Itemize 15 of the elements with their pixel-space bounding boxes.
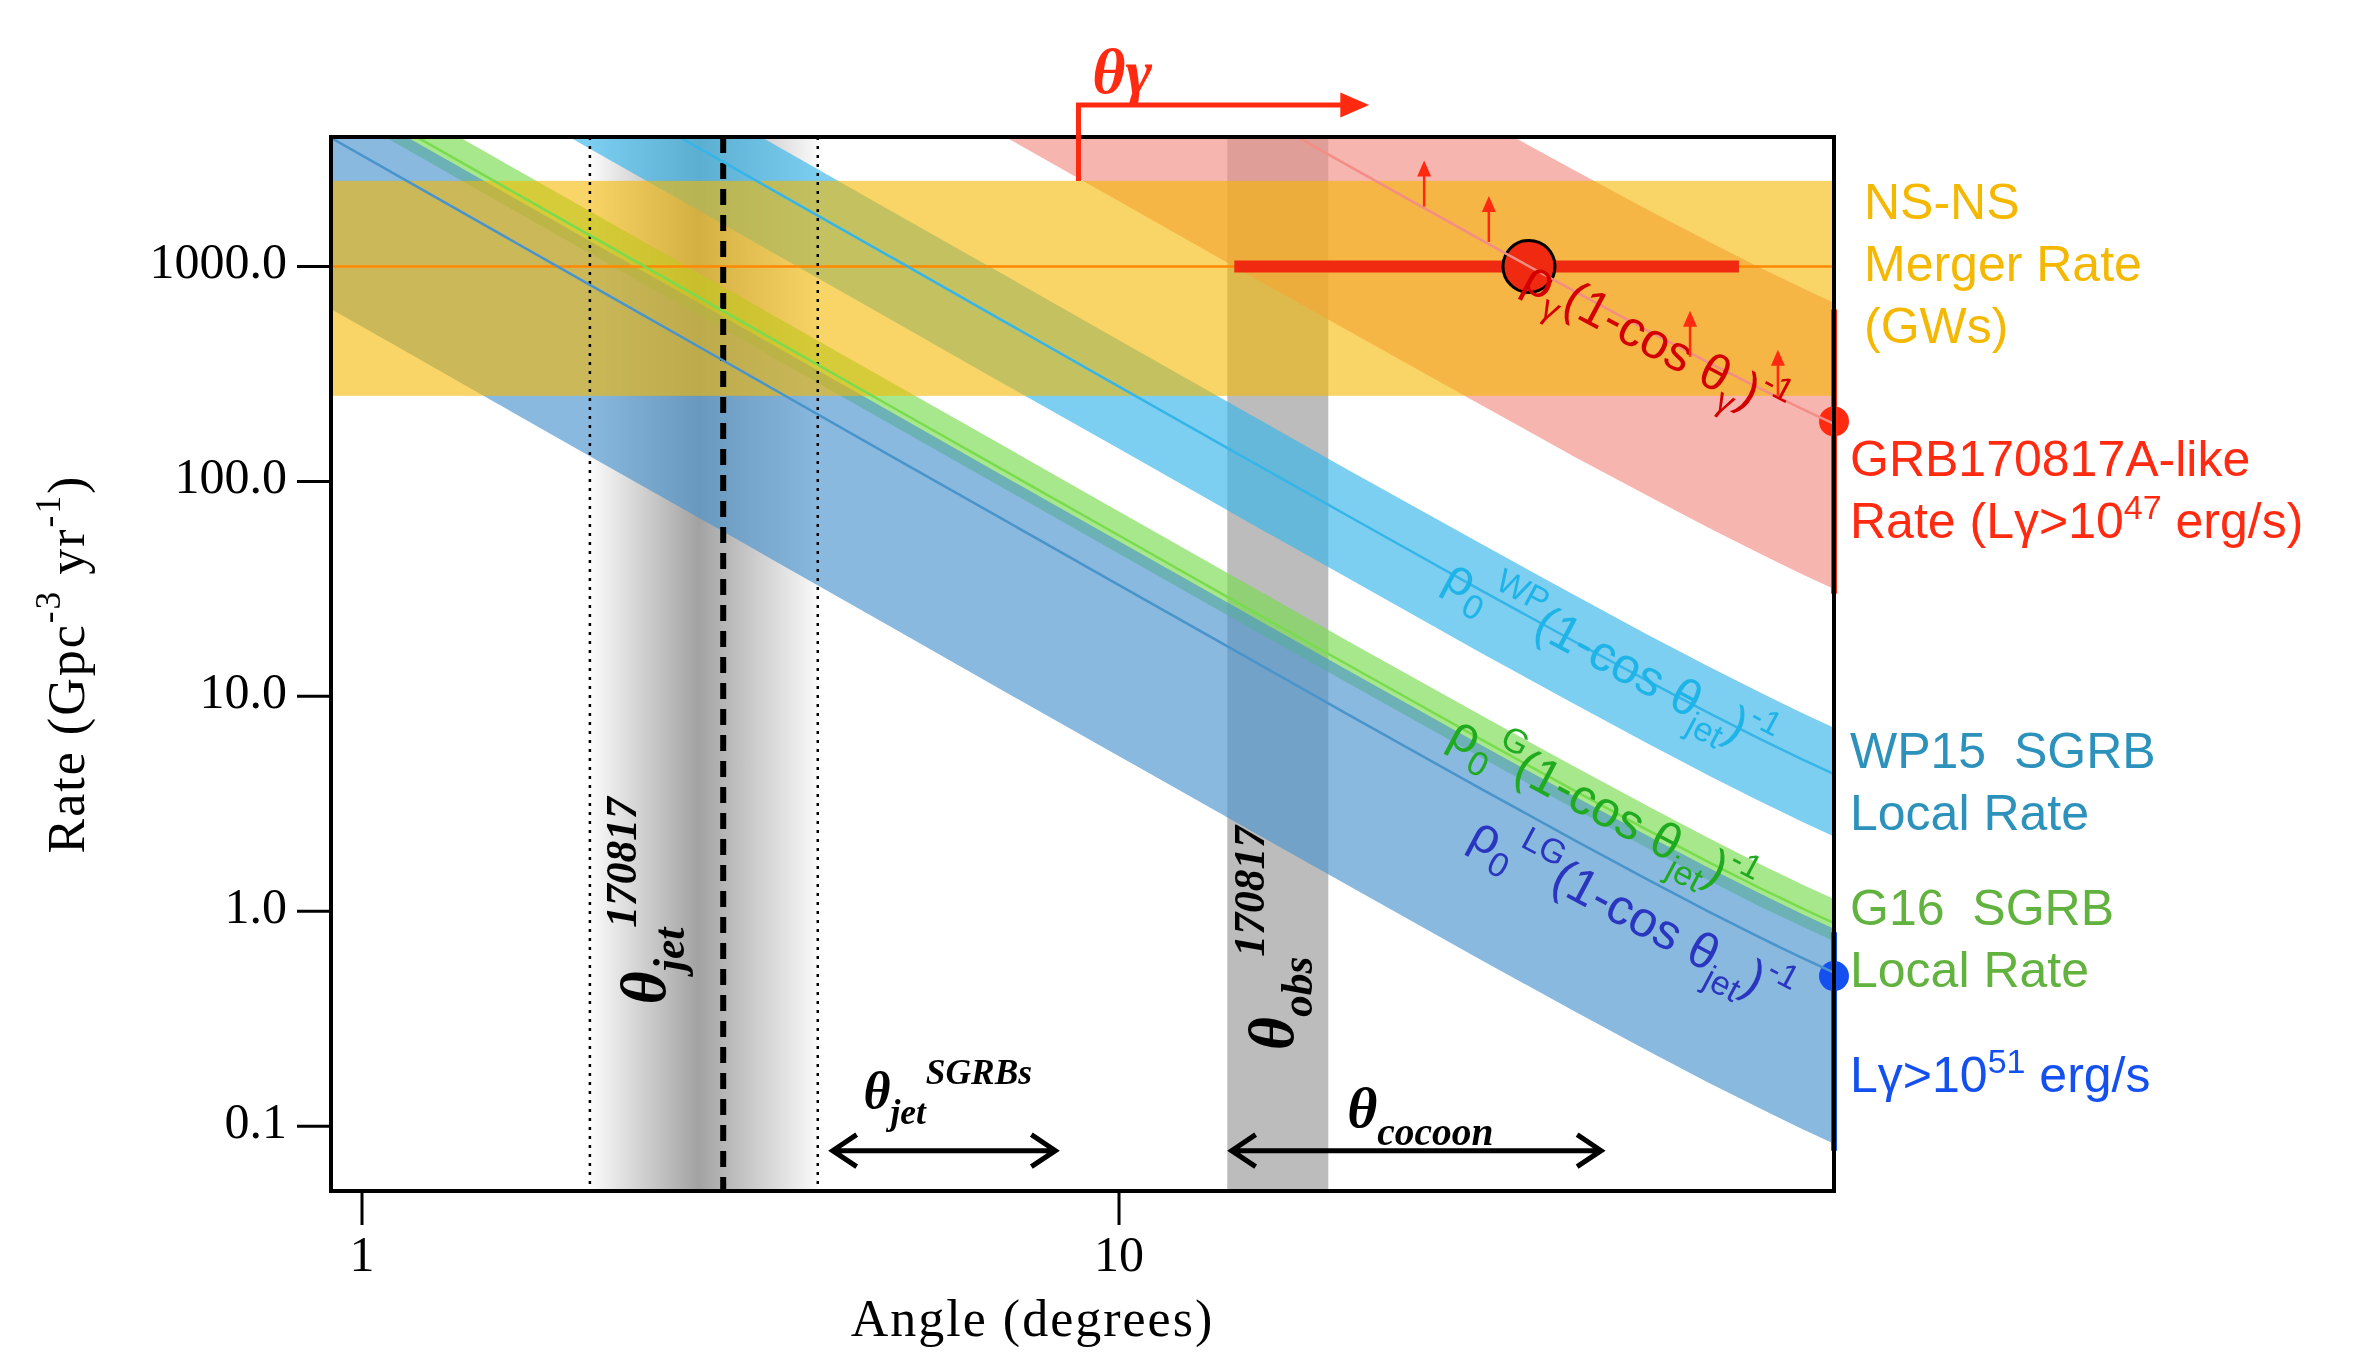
y-tick-label: 1.0 <box>224 877 287 934</box>
y-tick-label: 10.0 <box>199 662 287 719</box>
x-axis-title: Angle (degrees) <box>850 1290 1215 1348</box>
series-label: WP15 SGRB Local Rate <box>1850 723 2156 842</box>
band-label: NS-NS Merger Rate (GWs) <box>1864 174 2142 355</box>
series-label: Lγ>10$^{51}$ erg/s <box>1850 1042 2151 1104</box>
y-tick-label: 0.1 <box>224 1092 287 1149</box>
y-tick-label: 100.0 <box>174 447 287 504</box>
series-label: G16 SGRB Local Rate <box>1850 880 2114 999</box>
x-tick-label: 1 <box>349 1226 375 1282</box>
series-label: GRB170817A-like Rate (Lγ>10$^{47}$ erg/s) <box>1850 431 2304 550</box>
annotation: θ$_{cocoon}$ <box>1347 1075 1494 1155</box>
x-tick-label: 10 <box>1094 1226 1145 1282</box>
text: θγ <box>1092 35 1153 107</box>
y-tick-label: 1000.0 <box>149 232 287 289</box>
